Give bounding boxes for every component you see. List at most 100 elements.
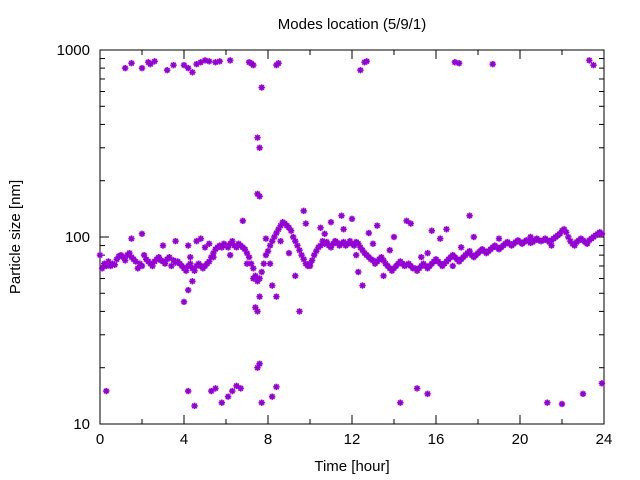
data-point <box>489 60 496 68</box>
data-point <box>254 134 261 141</box>
data-point <box>386 246 393 254</box>
x-axis-label: Time [hour] <box>314 458 389 475</box>
data-point <box>111 261 118 269</box>
data-point <box>245 253 253 261</box>
x-tick-label: 0 <box>96 431 104 448</box>
y-tick-label: 1000 <box>57 42 90 59</box>
x-tick-label: 20 <box>512 431 529 448</box>
data-point <box>201 244 209 251</box>
data-point <box>340 226 347 233</box>
data-point <box>191 402 198 410</box>
data-point <box>260 260 267 267</box>
data-point <box>138 64 146 72</box>
data-point <box>151 58 158 65</box>
data-point <box>332 237 339 245</box>
data-point <box>317 224 324 231</box>
data-point <box>470 233 477 241</box>
data-point <box>258 268 265 276</box>
data-point <box>180 298 188 306</box>
data-point <box>292 272 299 280</box>
data-point <box>403 217 410 225</box>
data-point <box>185 242 192 249</box>
data-point <box>256 293 263 300</box>
data-point <box>138 230 146 238</box>
data-point <box>170 61 177 69</box>
data-point <box>418 253 425 261</box>
data-point <box>269 393 276 400</box>
data-point <box>321 230 328 238</box>
chart-title: Modes location (5/9/1) <box>278 16 426 33</box>
data-point <box>548 242 555 249</box>
data-point <box>210 253 217 261</box>
data-point <box>206 240 213 247</box>
data-point <box>348 215 356 223</box>
data-point <box>296 308 303 315</box>
data-point <box>218 399 225 406</box>
data-point <box>363 58 370 65</box>
data-point <box>216 58 223 65</box>
data-point <box>266 260 274 267</box>
data-point <box>185 64 192 72</box>
data-point <box>185 387 192 395</box>
data-point <box>250 275 257 282</box>
data-point <box>365 229 372 237</box>
data-point <box>300 256 307 263</box>
data-point <box>296 246 303 254</box>
data-point <box>239 217 246 225</box>
data-point <box>258 399 265 406</box>
data-point <box>287 227 295 234</box>
data-point <box>300 207 307 215</box>
data-point <box>237 385 244 392</box>
data-point <box>243 260 251 267</box>
data-point <box>182 267 190 274</box>
data-point <box>250 265 257 272</box>
data-point <box>185 286 192 294</box>
data-point <box>397 399 404 406</box>
data-point <box>197 235 204 242</box>
y-tick-label: 10 <box>73 416 90 433</box>
data-point <box>229 387 236 395</box>
data-point <box>172 237 179 245</box>
data-point <box>256 360 263 367</box>
data-point <box>258 84 265 91</box>
axis-ticks: 0 4 8 12 16 20 24 10 100 1000 <box>57 42 613 448</box>
data-point <box>180 61 188 69</box>
data-point <box>233 382 240 390</box>
data-point <box>355 268 362 276</box>
data-point <box>227 57 234 64</box>
data-point <box>495 235 503 242</box>
data-point <box>285 249 293 257</box>
data-point <box>273 383 280 391</box>
data-point <box>147 60 154 68</box>
data-point <box>586 57 593 64</box>
x-tick-label: 16 <box>428 431 445 448</box>
data-point <box>380 272 387 280</box>
data-point <box>189 278 196 285</box>
data-point <box>579 390 587 398</box>
y-tick-label: 100 <box>65 229 90 246</box>
data-point <box>275 59 282 67</box>
data-point <box>466 247 473 255</box>
data-point <box>159 242 167 249</box>
data-point <box>437 235 444 242</box>
data-point <box>189 69 196 76</box>
x-tick-label: 8 <box>264 431 272 448</box>
data-point <box>277 237 284 245</box>
data-point <box>266 242 274 249</box>
data-point <box>308 257 316 264</box>
data-point <box>227 251 234 259</box>
y-axis-label: Particle size [nm] <box>7 180 24 294</box>
x-tick-label: 12 <box>344 431 361 448</box>
data-point <box>466 212 473 219</box>
data-point <box>338 212 345 219</box>
data-point <box>424 390 431 398</box>
data-point <box>187 253 194 261</box>
data-point <box>527 233 534 241</box>
data-point <box>369 240 377 247</box>
data-point <box>96 251 104 259</box>
data-point <box>590 61 597 69</box>
data-point <box>262 235 270 242</box>
data-point <box>374 222 381 229</box>
data-point <box>449 262 456 270</box>
